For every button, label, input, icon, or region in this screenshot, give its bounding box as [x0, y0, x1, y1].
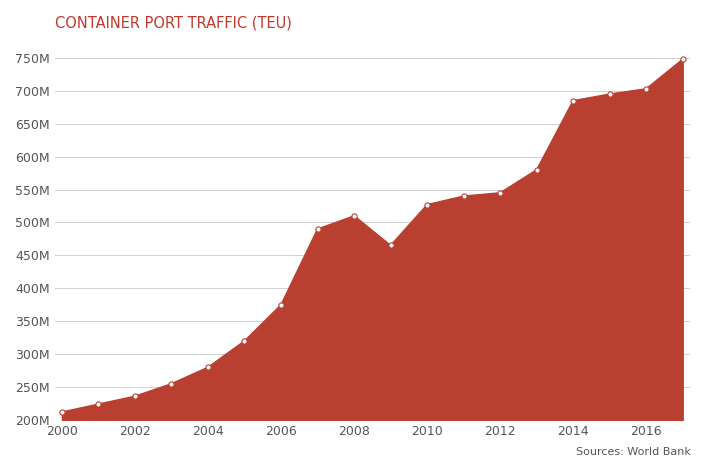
- Point: [531, 166, 542, 173]
- Point: [166, 380, 177, 388]
- Point: [641, 85, 652, 92]
- Point: [239, 337, 250, 345]
- Point: [276, 301, 287, 309]
- Point: [312, 225, 323, 233]
- Text: Sources: World Bank: Sources: World Bank: [576, 447, 691, 457]
- Point: [422, 201, 433, 208]
- Point: [56, 408, 68, 416]
- Point: [348, 212, 360, 219]
- Point: [604, 91, 615, 98]
- Point: [129, 393, 140, 400]
- Point: [677, 55, 688, 63]
- Point: [202, 364, 214, 371]
- Point: [568, 97, 579, 104]
- Point: [458, 192, 470, 200]
- Point: [93, 401, 104, 408]
- Text: CONTAINER PORT TRAFFIC (TEU): CONTAINER PORT TRAFFIC (TEU): [54, 15, 291, 30]
- Point: [385, 242, 396, 249]
- Point: [494, 189, 505, 196]
